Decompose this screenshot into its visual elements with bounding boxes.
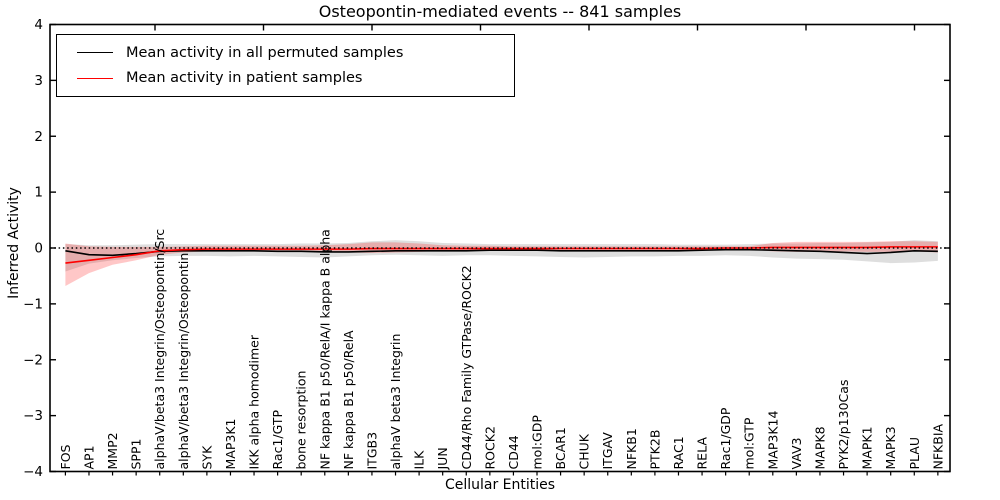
- x-tick-label: AP1: [81, 445, 96, 469]
- x-tick-label: IKK alpha homodimer: [247, 334, 262, 469]
- x-tick-label: BCAR1: [553, 427, 568, 469]
- y-tick-label: 3: [34, 73, 43, 89]
- x-tick-label: NFKBIA: [930, 424, 945, 470]
- x-tick-label: PTK2B: [647, 430, 662, 470]
- x-tick-label: SPP1: [129, 439, 144, 470]
- x-tick-label: MAPK1: [860, 426, 875, 469]
- x-tick-label: ITGAV: [600, 432, 615, 470]
- x-tick-label: NFKB1: [624, 428, 639, 469]
- x-tick-label: ITGB3: [364, 432, 379, 470]
- legend-label-patient: Mean activity in patient samples: [126, 70, 363, 87]
- x-tick-label: RELA: [695, 437, 710, 470]
- y-tick-label: −1: [23, 296, 43, 312]
- x-tick-label: CD44/Rho Family GTPase/ROCK2: [459, 265, 474, 469]
- x-tick-label: MAP3K14: [765, 411, 780, 470]
- legend-box: Mean activity in all permuted samples Me…: [56, 34, 515, 97]
- x-tick-label: ROCK2: [482, 426, 497, 469]
- y-tick-label: −4: [23, 464, 43, 480]
- legend-entry-permuted: Mean activity in all permuted samples: [77, 45, 514, 61]
- x-tick-label: CD44: [506, 435, 521, 469]
- x-tick-label: MAPK3: [883, 426, 898, 469]
- chart-title: Osteopontin-mediated events -- 841 sampl…: [318, 2, 682, 21]
- x-tick-label: Rac1/GTP: [270, 410, 285, 470]
- x-tick-label: NF kappa B1 p50/RelA: [341, 330, 356, 470]
- x-tick-label: mol:GTP: [742, 417, 757, 469]
- x-tick-label: ILK: [412, 450, 427, 470]
- x-tick-label: PLAU: [907, 437, 922, 470]
- x-tick-label: MAP3K1: [223, 419, 238, 470]
- x-tick-label: Rac1/GDP: [718, 407, 733, 469]
- x-tick-label: alphaV/beta3 Integrin/Osteopontin/Src: [152, 229, 167, 470]
- x-tick-label: CHUK: [577, 433, 592, 469]
- x-tick-label: MMP2: [105, 432, 120, 469]
- y-tick-label: 2: [34, 129, 43, 145]
- y-tick-label: −2: [23, 352, 43, 368]
- x-tick-label: NF kappa B1 p50/RelA/I kappa B alpha: [317, 229, 332, 469]
- x-tick-label: FOS: [58, 444, 73, 469]
- x-tick-label: alphaV/beta3 Integrin/Osteopontin: [176, 253, 191, 470]
- x-tick-label: MAPK8: [812, 426, 827, 469]
- x-tick-label: JUN: [435, 447, 450, 470]
- y-axis-label: Inferred Activity: [6, 187, 22, 299]
- patient-line-swatch: [77, 77, 113, 79]
- y-tick-label: 1: [34, 185, 43, 201]
- x-tick-label: SYK: [199, 445, 214, 470]
- y-tick-label: 0: [34, 241, 43, 257]
- patient-confidence-band: [65, 241, 938, 286]
- permuted-mean-line: [65, 248, 938, 257]
- x-tick-label: bone resorption: [294, 371, 309, 470]
- x-tick-label: RAC1: [671, 436, 686, 469]
- x-tick-label: VAV3: [789, 437, 804, 469]
- x-tick-label: alphaV beta3 Integrin: [388, 334, 403, 470]
- x-tick-label: PYK2/p130Cas: [836, 380, 851, 470]
- legend-label-permuted: Mean activity in all permuted samples: [126, 44, 404, 61]
- y-tick-label: −3: [23, 408, 43, 424]
- x-axis-label: Cellular Entities: [444, 477, 556, 493]
- x-tick-label: mol:GDP: [530, 415, 545, 470]
- permuted-line-swatch: [77, 52, 113, 54]
- legend-entry-patient: Mean activity in patient samples: [77, 70, 514, 86]
- y-tick-label: 4: [34, 17, 43, 33]
